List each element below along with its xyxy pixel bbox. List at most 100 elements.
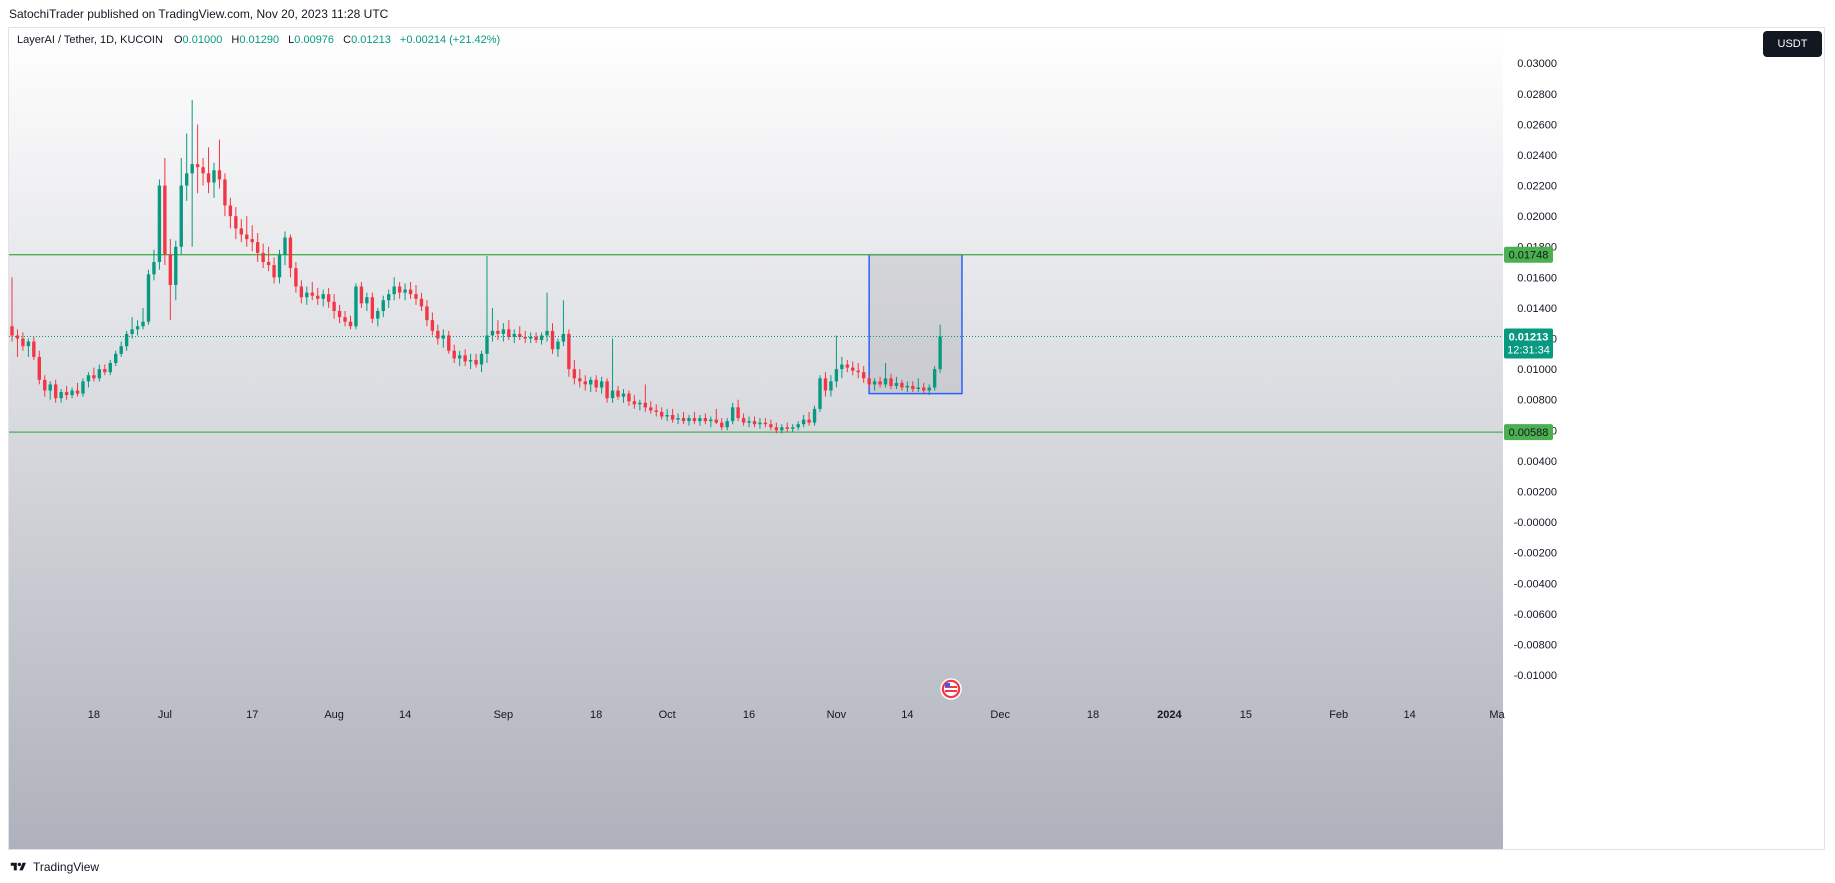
candle-body [26, 341, 31, 347]
currency-button[interactable]: USDT [1763, 31, 1822, 57]
low-key: L [288, 34, 295, 46]
candle-body [81, 381, 85, 394]
candle-body [643, 402, 648, 408]
candlestick-chart[interactable]: 0.03000 0.02800 0.02600 0.02400 0.02200 0.020… [9, 28, 1825, 850]
candle-body [343, 317, 347, 322]
x-tick-label: Dec [990, 709, 1010, 721]
candle-body [840, 364, 844, 370]
candle-body [119, 346, 123, 354]
candle-body [550, 330, 555, 350]
candle-body [195, 164, 200, 168]
high-value: 0.01290 [239, 34, 280, 46]
y-tick-label: 0.00200 [1517, 486, 1557, 498]
candle-body [37, 356, 41, 380]
footer: TradingView [0, 851, 1835, 883]
x-tick-label: Oct [659, 709, 676, 721]
candle-body [867, 378, 871, 385]
candle-body [10, 326, 14, 336]
candle-body [889, 378, 893, 386]
x-tick-label: 2024 [1157, 709, 1182, 721]
candle-body [714, 419, 718, 423]
candle-body [212, 170, 216, 183]
candle-body [414, 294, 418, 299]
us-flag-icon[interactable] [940, 678, 962, 700]
candle-body [703, 418, 708, 422]
candle-body [638, 402, 642, 405]
candle-body [135, 326, 140, 330]
candle-body [627, 393, 631, 402]
range-box[interactable] [868, 253, 963, 395]
candle-body [223, 179, 227, 206]
y-tick-label: 0.02000 [1517, 211, 1557, 223]
candle-body [654, 410, 658, 412]
candle-body [561, 333, 566, 342]
candle-body [578, 378, 582, 382]
candle-body [599, 381, 604, 388]
y-tick-label: 0.03000 [1517, 58, 1557, 70]
candle-body [403, 289, 407, 293]
x-tick-label: 18 [88, 709, 100, 721]
publisher-bar: SatochiTrader published on TradingView.c… [0, 0, 1835, 27]
candle-body [572, 369, 577, 379]
y-tick-label: -0.00600 [1514, 609, 1557, 621]
candle-body [436, 330, 440, 339]
y-tick-label: -0.00800 [1514, 639, 1557, 651]
candle-body [785, 427, 789, 429]
open-value: 0.01000 [182, 34, 223, 46]
candle-body [534, 336, 538, 341]
candle-body [397, 286, 402, 293]
candle-body [146, 274, 151, 322]
candle-body [86, 375, 91, 382]
y-tick-label: 0.01400 [1517, 303, 1557, 315]
y-tick-label: 0.02800 [1517, 89, 1557, 101]
candle-body [818, 378, 822, 409]
candle-body [299, 286, 304, 298]
candle-body [834, 369, 839, 382]
candle-body [387, 294, 391, 301]
candle-body [316, 295, 320, 299]
candle-body [649, 407, 653, 411]
candle-body [157, 185, 162, 263]
candle-body [845, 364, 850, 368]
candle-body [141, 321, 145, 327]
x-tick-label: 14 [1404, 709, 1416, 721]
candle-body [103, 369, 107, 373]
candle-body [408, 289, 413, 295]
chart-frame[interactable]: 0.03000 0.02800 0.02600 0.02400 0.02200 0.020… [8, 27, 1825, 850]
symbol-name[interactable]: LayerAI / Tether, 1D, KUCOIN [17, 34, 163, 46]
candle-body [512, 333, 516, 337]
candle-body [687, 418, 691, 422]
candle-body [277, 254, 282, 278]
open-key: O [173, 34, 183, 46]
y-tick-label: 0.02400 [1517, 150, 1557, 162]
y-tick-label: -0.01000 [1514, 670, 1557, 682]
candle-body [234, 216, 238, 229]
candle-body [610, 390, 615, 399]
tradingview-brand[interactable]: TradingView [33, 860, 100, 874]
candle-body [392, 286, 396, 295]
close-value: 0.01213 [351, 34, 391, 46]
candle-body [239, 228, 243, 235]
tradingview-logo-icon[interactable] [10, 861, 27, 873]
last-price-label: 0.01213 [1509, 332, 1549, 344]
candle-body [856, 370, 860, 373]
candle-body [441, 335, 445, 339]
high-key: H [231, 34, 240, 46]
candle-body [430, 320, 435, 331]
candle-body [447, 335, 451, 351]
candle-body [665, 415, 669, 417]
x-tick-label: Sep [494, 709, 514, 721]
candle-body [769, 424, 773, 428]
candle-body [741, 418, 746, 423]
countdown-label: 12:31:34 [1507, 345, 1550, 357]
candle-body [245, 234, 249, 240]
candle-body [758, 422, 762, 425]
candle-body [528, 336, 533, 339]
y-tick-label: 0.00400 [1517, 456, 1557, 468]
candle-body [474, 359, 478, 365]
x-tick-label: 18 [590, 709, 602, 721]
candle-body [507, 329, 511, 337]
candle-body [567, 333, 571, 370]
x-tick-label: Nov [827, 709, 847, 721]
close-key: C [343, 34, 352, 46]
